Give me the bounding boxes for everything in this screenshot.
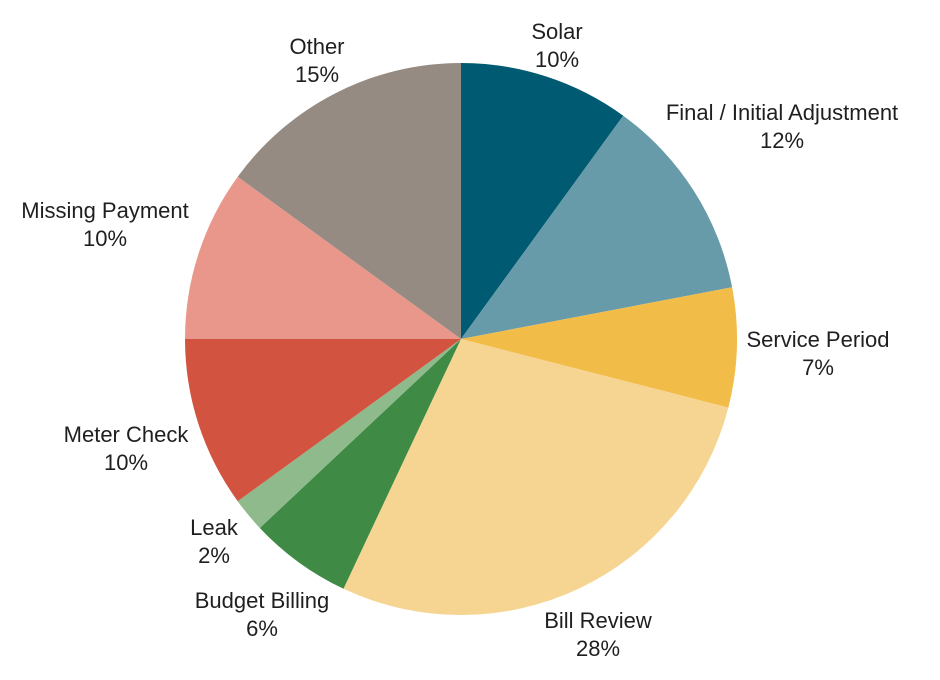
- pie-slice-meter-check[interactable]: [185, 339, 461, 502]
- slice-label-text: Other: [289, 34, 345, 59]
- slice-label-text: Leak: [190, 515, 238, 540]
- slice-label-text: Bill Review: [544, 608, 652, 633]
- pie-slice-bill-review[interactable]: [343, 339, 729, 616]
- slice-label-percent: 28%: [575, 636, 621, 661]
- slice-label-text: Meter Check: [63, 422, 189, 447]
- slice-label-percent: 10%: [534, 47, 580, 72]
- slice-label-percent: 10%: [82, 226, 128, 251]
- pie-slice-budget-billing[interactable]: [259, 339, 461, 589]
- slice-label-percent: 7%: [802, 355, 834, 380]
- slice-label-leak: Leak 2%: [190, 514, 238, 570]
- pie-slice-final-initial-adjustment[interactable]: [461, 115, 733, 340]
- pie-slice-missing-payment[interactable]: [185, 176, 461, 339]
- slice-label-budget-billing: Budget Billing 6%: [195, 587, 330, 643]
- slice-label-meter-check: Meter Check 10%: [64, 421, 189, 477]
- slice-label-text: Service Period: [746, 327, 890, 352]
- slice-label-final-initial-adjustment: Final / Initial Adjustment 12%: [666, 99, 898, 155]
- slice-label-text: Budget Billing: [194, 588, 330, 613]
- pie-slice-leak[interactable]: [237, 339, 461, 528]
- slice-label-percent: 10%: [103, 450, 149, 475]
- slice-label-bill-review: Bill Review 28%: [544, 607, 652, 663]
- slice-label-text: Solar: [531, 19, 583, 44]
- slice-label-percent: 12%: [759, 128, 805, 153]
- slice-label-service-period: Service Period 7%: [746, 326, 889, 382]
- slice-label-other: Other 15%: [289, 33, 344, 89]
- slice-label-missing-payment: Missing Payment 10%: [21, 197, 189, 253]
- slice-label-text: Missing Payment: [21, 198, 189, 223]
- slice-label-solar: Solar 10%: [531, 18, 582, 74]
- pie-slice-service-period[interactable]: [461, 287, 738, 408]
- pie-slice-other[interactable]: [237, 63, 461, 339]
- slice-label-percent: 6%: [246, 616, 278, 641]
- slice-label-text: Final / Initial Adjustment: [665, 100, 899, 125]
- slice-label-percent: 15%: [294, 62, 340, 87]
- slice-label-percent: 2%: [198, 543, 230, 568]
- pie-slice-solar[interactable]: [461, 63, 624, 339]
